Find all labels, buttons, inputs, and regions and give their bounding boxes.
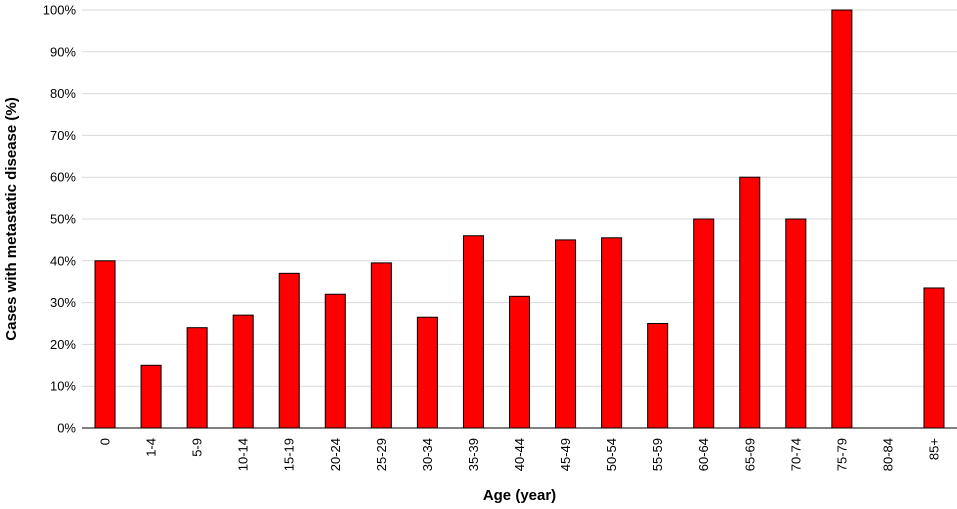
- x-tick-label: 20-24: [328, 438, 343, 471]
- x-tick-label: 60-64: [696, 438, 711, 471]
- bar-15-19: [278, 272, 300, 429]
- x-tick-label: 55-59: [650, 438, 665, 471]
- x-tick-label: 0: [98, 438, 113, 445]
- bar-65-69: [739, 176, 761, 429]
- x-tick-label: 30-34: [420, 438, 435, 471]
- bar-10-14: [232, 314, 254, 429]
- x-tick-label: 85+: [926, 438, 941, 460]
- x-tick-label: 35-39: [466, 438, 481, 471]
- x-tick-label: 80-84: [880, 438, 895, 471]
- bars: [94, 9, 945, 429]
- bar-45-49: [555, 239, 577, 429]
- y-tick-label: 50%: [50, 212, 76, 227]
- bar-85+: [923, 287, 945, 429]
- y-tick-label: 70%: [50, 128, 76, 143]
- bar-40-44: [508, 295, 531, 429]
- y-tick-label: 30%: [50, 295, 76, 310]
- y-tick-label: 80%: [50, 86, 76, 101]
- x-tick-label: 40-44: [512, 438, 527, 471]
- bar-0: [94, 260, 116, 429]
- bar-70-74: [785, 218, 807, 429]
- bar-25-29: [370, 262, 392, 429]
- x-tick-label: 15-19: [282, 438, 297, 471]
- bar-75-79: [831, 9, 853, 429]
- y-tick-labels: 0% 10% 20% 30% 40% 50% 60% 70% 80% 90% 100%: [43, 3, 77, 436]
- x-tick-label: 70-74: [788, 438, 803, 471]
- bar-60-64: [693, 218, 715, 429]
- bar-30-34: [416, 316, 438, 429]
- y-tick-label: 10%: [50, 379, 76, 394]
- bar-55-59: [647, 323, 669, 429]
- y-axis-title: Cases with metastatic disease (%): [3, 97, 20, 340]
- y-tick-label: 60%: [50, 170, 76, 185]
- y-tick-label: 0%: [57, 421, 76, 436]
- x-tick-label: 5-9: [190, 438, 205, 457]
- y-tick-label: 20%: [50, 337, 76, 352]
- x-tick-label: 45-49: [558, 438, 573, 471]
- x-tick-label: 25-29: [374, 438, 389, 471]
- x-tick-label: 1-4: [144, 438, 159, 457]
- x-tick-label: 75-79: [834, 438, 849, 471]
- bar-1-4: [140, 364, 162, 429]
- x-tick-labels: 0 1-4 5-9 10-14 15-19 20-24 25-29 30-34 35-39 40-…: [98, 438, 942, 471]
- x-tick-label: 10-14: [236, 438, 251, 471]
- bar-50-54: [601, 237, 623, 429]
- bar-5-9: [186, 327, 208, 429]
- y-tick-label: 90%: [50, 44, 76, 59]
- bar-35-39: [462, 235, 484, 429]
- gridlines: [82, 9, 957, 387]
- x-tick-label: 65-69: [742, 438, 757, 471]
- x-axis-title: Age (year): [483, 487, 556, 504]
- bar-20-24: [324, 293, 346, 429]
- y-tick-label: 40%: [50, 253, 76, 268]
- y-tick-label: 100%: [43, 3, 77, 18]
- x-tick-label: 50-54: [604, 438, 619, 471]
